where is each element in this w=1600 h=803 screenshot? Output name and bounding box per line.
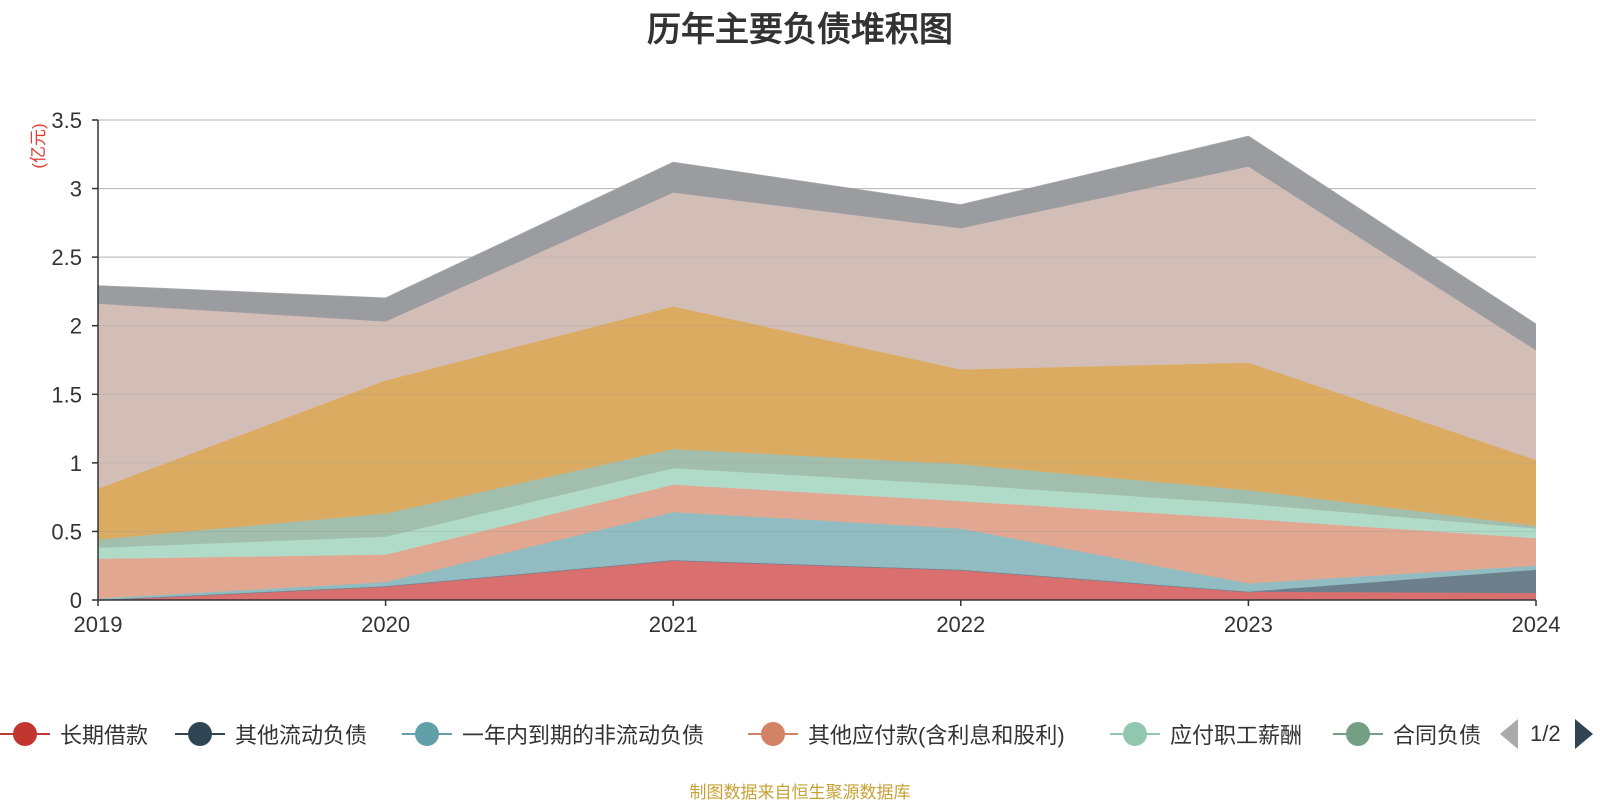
y-axis-unit-label: (亿元) (29, 123, 48, 168)
area-series-3 (98, 484, 1536, 599)
data-source-note: 制图数据来自恒生聚源数据库 (689, 783, 911, 802)
legend-item-other-current-liabilities[interactable]: 其他流动负债 (175, 716, 367, 752)
y-tick-label: 0.5 (51, 519, 82, 544)
series-line-8 (97, 135, 1537, 325)
y-tick-label: 1.5 (51, 382, 82, 407)
legend-symbol (402, 719, 454, 749)
x-tick-label: 2024 (1512, 612, 1561, 637)
legend-label: 长期借款 (60, 723, 149, 748)
area-series-4 (98, 468, 1536, 559)
chart-title: 历年主要负债堆积图 (647, 11, 953, 49)
x-tick-label: 2020 (361, 612, 410, 637)
y-tick-label: 1 (70, 451, 82, 476)
y-tick-label: 0 (70, 588, 82, 613)
area-series-0 (98, 560, 1536, 600)
legend-item-contract-liabilities[interactable]: 合同负债 (1333, 716, 1483, 752)
legend-symbol (0, 719, 52, 749)
area-series-7 (98, 166, 1536, 489)
legend-page-indicator: 1/2 (1530, 721, 1561, 746)
legend-next-page-icon[interactable] (1574, 719, 1593, 749)
legend-prev-page-icon[interactable] (1500, 719, 1518, 749)
legend-symbol (175, 719, 227, 749)
x-tick-label: 2021 (649, 612, 698, 637)
area-series-5 (98, 449, 1536, 548)
legend-pager: 1/2 (1500, 716, 1593, 752)
x-tick-label: 2023 (1224, 612, 1273, 637)
legend-item-other-payables[interactable]: 其他应付款(含利息和股利) (748, 716, 1065, 752)
y-tick-label: 3 (70, 177, 82, 202)
y-tick-label: 2 (70, 314, 82, 339)
legend-item-current-portion-noncurrent[interactable]: 一年内到期的非流动负债 (402, 716, 704, 752)
legend-symbol (748, 719, 800, 749)
legend-item-employee-payables[interactable]: 应付职工薪酬 (1110, 716, 1302, 752)
legend-label: 其他流动负债 (235, 723, 368, 748)
chart-legend: 长期借款 其他流动负债 一年内到期的非流动负债 其他应付款(含利息和股利) 应付… (0, 716, 1600, 752)
legend-symbol (1333, 719, 1385, 749)
legend-label: 一年内到期的非流动负债 (462, 723, 705, 748)
legend-symbol (1110, 719, 1162, 749)
legend-label: 应付职工薪酬 (1170, 723, 1303, 748)
area-series-2 (98, 512, 1536, 600)
x-tick-label: 2019 (74, 612, 123, 637)
x-tick-label: 2022 (936, 612, 985, 637)
legend-label: 合同负债 (1393, 723, 1482, 748)
legend-item-long-term-loans[interactable]: 长期借款 (0, 716, 148, 752)
y-tick-label: 3.5 (51, 108, 82, 133)
y-tick-label: 2.5 (51, 245, 82, 270)
legend-label: 其他应付款(含利息和股利) (808, 723, 1065, 748)
